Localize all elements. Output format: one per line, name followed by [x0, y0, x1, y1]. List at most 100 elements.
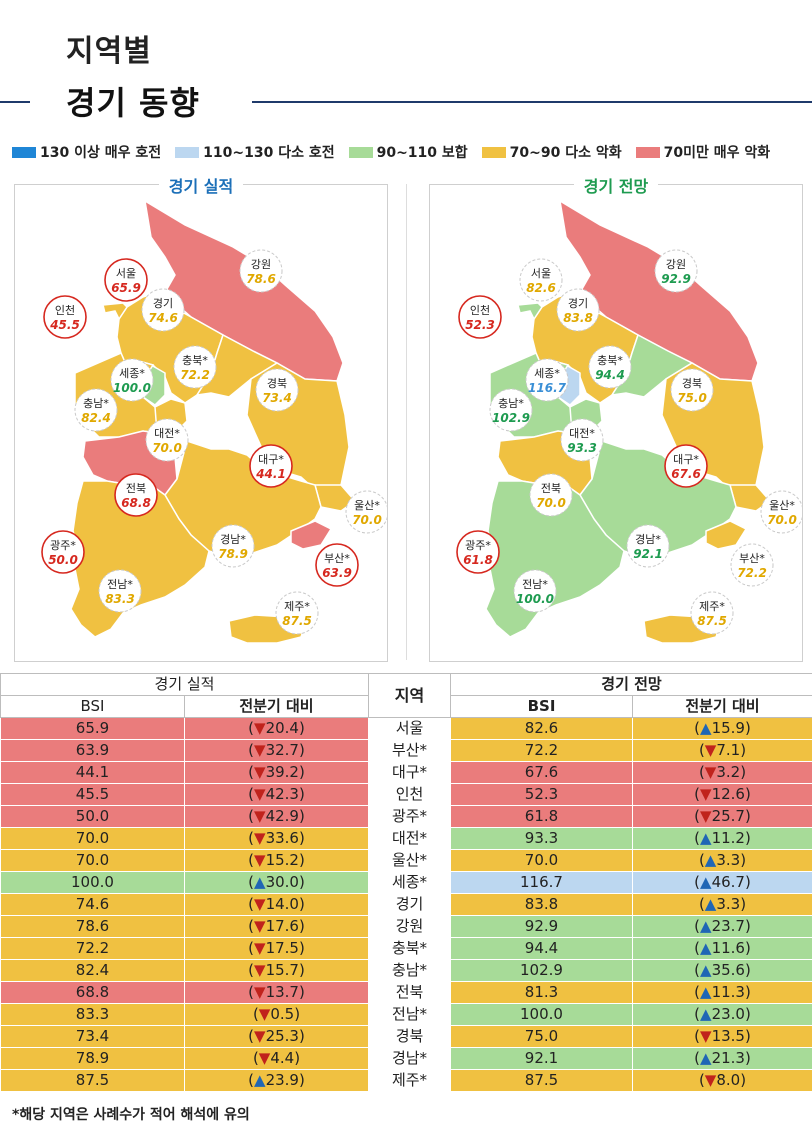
outlook-bsi-cell: 52.3 — [450, 783, 633, 806]
region-cell: 부산* — [368, 739, 451, 762]
region-badge-circle — [98, 569, 142, 613]
region-name: 충북* — [597, 354, 623, 367]
actual-bsi-cell: 44.1 — [0, 761, 185, 784]
outlook-bsi-cell: 81.3 — [450, 981, 633, 1004]
up-arrow-icon: ▲ — [254, 873, 266, 891]
region-name: 충남* — [498, 397, 524, 410]
change-cell: (▲3.3) — [632, 849, 812, 872]
up-arrow-icon: ▲ — [700, 961, 712, 979]
region-badge-circle — [211, 524, 255, 568]
change-value: 0.5 — [270, 1005, 295, 1023]
region-badge-circle — [104, 258, 148, 302]
bsi-table: 경기 실적 지역 경기 전망 BSI 전분기 대비 BSI 전분기 대비 65.… — [0, 673, 812, 1092]
legend-item: 90~110 보합 — [348, 142, 468, 162]
legend-swatch — [12, 146, 36, 158]
change-value: 13.5 — [711, 1027, 745, 1045]
legend-item: 70미만 매우 악화 — [635, 142, 770, 162]
region-badge: 세종*100.0 — [110, 358, 154, 402]
region-value: 72.2 — [180, 368, 210, 382]
table-body: 65.9 (▼20.4) 서울 82.6 (▲15.9) 63.9 (▼32.7) 부산* 72… — [0, 717, 812, 1092]
region-cell: 충북* — [368, 937, 451, 960]
down-arrow-icon: ▼ — [254, 895, 266, 913]
outlook-bsi-cell: 92.9 — [450, 915, 633, 938]
header-actual-change: 전분기 대비 — [184, 695, 369, 718]
region-badge: 부산*63.9 — [315, 543, 359, 587]
table-row: 78.6 (▼17.6) 강원 92.9 (▲23.7) — [0, 915, 812, 938]
actual-bsi-cell: 78.6 — [0, 915, 185, 938]
header: 지역별 경기 동향 — [0, 0, 812, 125]
region-shape — [290, 520, 333, 550]
actual-bsi-cell: 82.4 — [0, 959, 185, 982]
region-badge-circle — [560, 418, 604, 462]
change-value: 46.7 — [711, 873, 745, 891]
change-cell: (▼42.9) — [184, 805, 369, 828]
region-value: 73.4 — [262, 391, 292, 405]
change-cell: (▲11.2) — [632, 827, 812, 850]
region-badge-circle — [74, 388, 118, 432]
region-name: 대전* — [154, 427, 180, 440]
region-value: 93.3 — [567, 441, 597, 455]
down-arrow-icon: ▼ — [258, 1005, 271, 1023]
region-badge-circle — [556, 288, 600, 332]
region-value: 75.0 — [677, 391, 707, 405]
change-value: 11.3 — [711, 983, 745, 1001]
region-name: 부산* — [324, 552, 350, 565]
change-value: 15.2 — [265, 851, 299, 869]
change-value: 25.7 — [711, 807, 745, 825]
region-shape — [164, 440, 322, 558]
actual-bsi-cell: 50.0 — [0, 805, 185, 828]
region-name: 경남* — [635, 533, 661, 546]
region-name: 경북 — [682, 377, 702, 390]
outlook-map: 서울82.6인천52.3경기83.8강원92.9세종*116.7충북*94.4충… — [456, 199, 802, 644]
region-badge-circle — [110, 358, 154, 402]
outlook-bsi-cell: 70.0 — [450, 849, 633, 872]
outlook-bsi-cell: 72.2 — [450, 739, 633, 762]
region-name: 세종* — [534, 367, 560, 380]
change-cell: (▲23.0) — [632, 1003, 812, 1026]
region-badge-circle — [255, 368, 299, 412]
region-badge-circle — [145, 418, 189, 462]
region-cell: 제주* — [368, 1069, 451, 1092]
region-name: 서울 — [116, 267, 136, 280]
change-cell: (▼25.7) — [632, 805, 812, 828]
region-value: 70.0 — [767, 513, 797, 527]
table-row: 78.9 (▼4.4) 경남* 92.1 (▲21.3) — [0, 1047, 812, 1070]
footnote: *해당 지역은 사례수가 적어 해석에 유의 — [12, 1107, 250, 1123]
down-arrow-icon: ▼ — [254, 961, 266, 979]
change-value: 42.3 — [265, 785, 299, 803]
region-badge: 울산*70.0 — [345, 490, 387, 534]
change-cell: (▼32.7) — [184, 739, 369, 762]
actual-bsi-cell: 65.9 — [0, 717, 185, 740]
region-value: 82.4 — [81, 411, 111, 425]
table-row: 72.2 (▼17.5) 충북* 94.4 (▲11.6) — [0, 937, 812, 960]
up-arrow-icon: ▲ — [254, 1071, 266, 1089]
region-cell: 서울 — [368, 717, 451, 740]
region-badge: 대전*93.3 — [560, 418, 604, 462]
header-actual-bsi: BSI — [0, 695, 185, 718]
region-name: 서울 — [531, 267, 551, 280]
legend-item: 110~130 다소 호전 — [175, 142, 335, 162]
region-badge-circle — [345, 490, 387, 534]
outlook-map-title: 경기 전망 — [430, 173, 802, 197]
table-row: 50.0 (▼42.9) 광주* 61.8 (▼25.7) — [0, 805, 812, 828]
region-value: 102.9 — [492, 411, 530, 425]
change-value: 11.6 — [711, 939, 745, 957]
change-value: 15.9 — [711, 719, 745, 737]
up-arrow-icon: ▲ — [700, 873, 712, 891]
region-value: 116.7 — [528, 381, 567, 395]
change-cell: (▼17.6) — [184, 915, 369, 938]
region-name: 경남* — [220, 533, 246, 546]
region-cell: 전남* — [368, 1003, 451, 1026]
change-cell: (▼15.7) — [184, 959, 369, 982]
region-value: 65.9 — [111, 281, 141, 295]
region-badge-circle — [588, 345, 632, 389]
region-name: 울산* — [354, 499, 380, 512]
region-cell: 경남* — [368, 1047, 451, 1070]
region-badge: 경남*92.1 — [626, 524, 670, 568]
region-name: 세종* — [119, 367, 145, 380]
region-value: 94.4 — [595, 368, 625, 382]
